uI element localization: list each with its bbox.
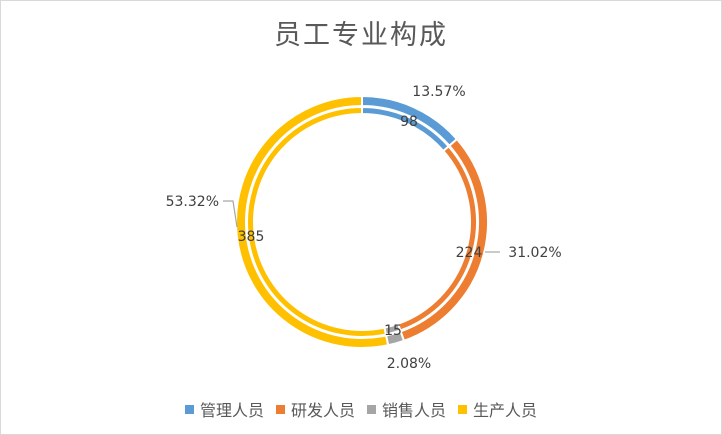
percent-label-production: 53.32% [166,194,219,210]
percent-label-rnd: 31.02% [508,245,561,261]
slice-production-outer [235,94,390,349]
value-label-management: 98 [400,114,418,130]
value-label-rnd: 224 [456,245,483,261]
legend-label: 管理人员 [199,401,264,420]
legend-swatch [184,404,194,414]
chart-title: 员工专业构成 [274,20,448,51]
legend-item-sales: 销售人员 [367,397,446,421]
legend-item-management: 管理人员 [184,397,264,421]
percent-label-sales: 2.08% [387,356,431,372]
legend-item-rnd: 研发人员 [275,397,355,421]
chart-legend: 管理人员 研发人员 销售人员 生产人员 [1,397,721,421]
slice-rnd-inner [396,144,478,332]
value-label-sales: 15 [384,323,402,339]
percent-label-management: 13.57% [412,84,465,100]
leader-line-production [223,200,238,228]
legend-label: 销售人员 [382,401,447,420]
legend-item-production: 生产人员 [458,397,537,421]
legend-swatch [367,404,376,414]
legend-swatch [458,404,468,414]
value-label-production: 385 [238,229,265,245]
legend-label: 研发人员 [290,401,355,420]
legend-label: 生产人员 [473,401,538,420]
slice-production-inner [246,105,388,338]
legend-swatch [275,404,285,414]
